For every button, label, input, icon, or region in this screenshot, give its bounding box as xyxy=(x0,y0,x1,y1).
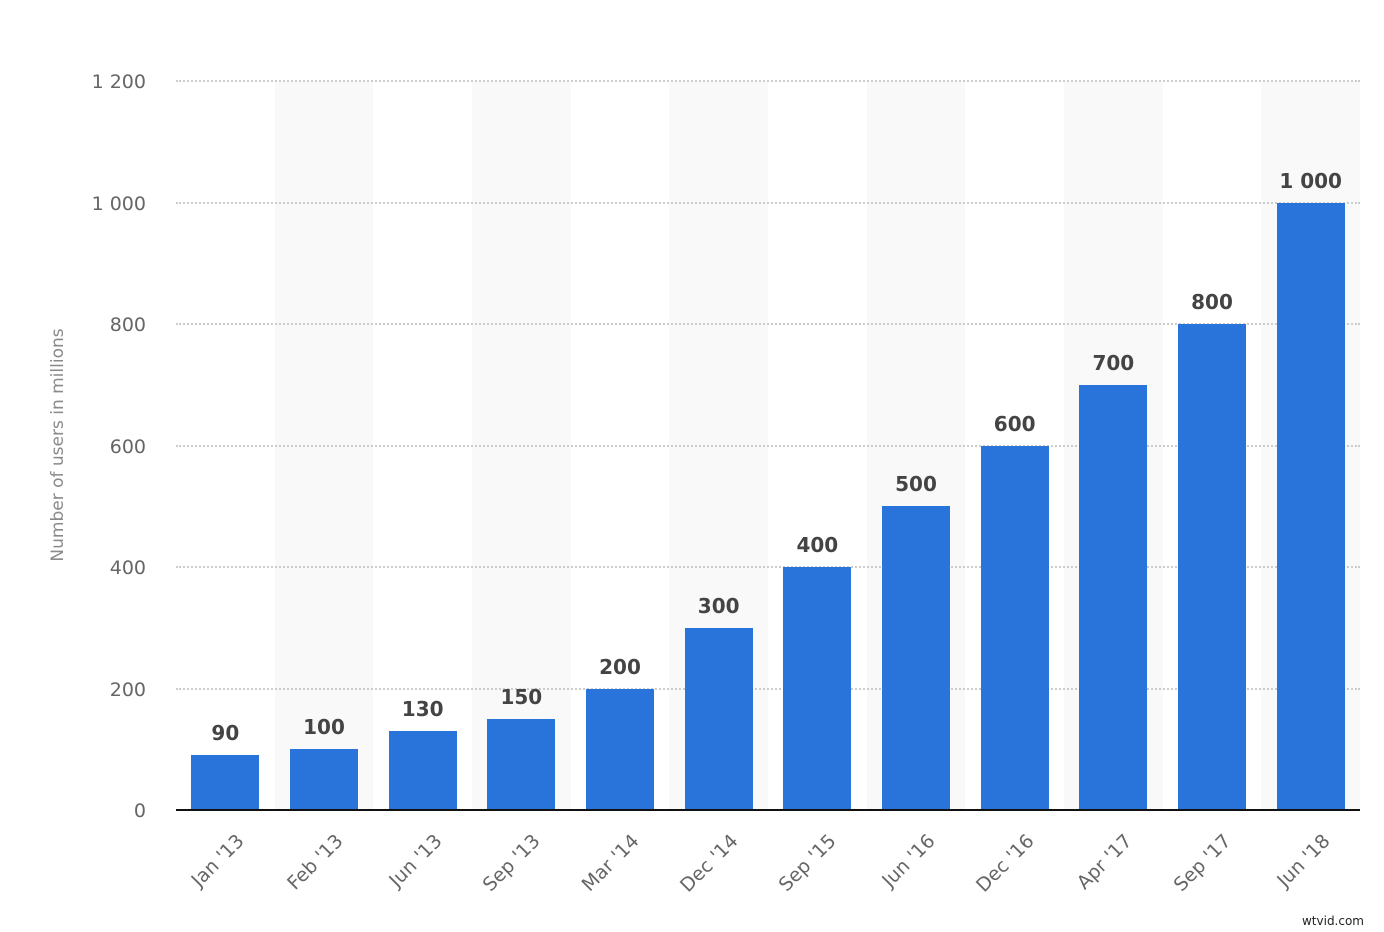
x-tick-label: Apr '17 xyxy=(1073,830,1137,894)
x-tick-label: Feb '13 xyxy=(283,830,348,895)
value-label: 90 xyxy=(211,721,240,746)
bar xyxy=(586,688,654,810)
value-label: 600 xyxy=(993,411,1036,436)
x-tick-label: Jun '18 xyxy=(1272,830,1335,892)
bar xyxy=(1276,202,1345,810)
x-tick-label: Dec '16 xyxy=(971,830,1039,897)
y-tick-label: 1 200 xyxy=(91,71,146,93)
y-tick-label: 600 xyxy=(109,435,146,458)
value-label: 700 xyxy=(1092,350,1135,375)
bar xyxy=(191,755,260,810)
gridline xyxy=(176,566,1360,568)
bar xyxy=(487,718,556,810)
gridline xyxy=(176,444,1360,447)
value-label: 800 xyxy=(1191,290,1233,314)
y-tick-label: 1 000 xyxy=(91,192,146,215)
gridline xyxy=(176,323,1360,325)
value-label: 150 xyxy=(500,684,543,709)
x-tick-label: Mar '14 xyxy=(577,830,644,896)
value-label: 130 xyxy=(401,697,444,722)
value-label: 200 xyxy=(599,654,641,679)
bar xyxy=(882,506,950,810)
y-tick-label: 200 xyxy=(109,678,146,701)
x-tick-label: Jan '13 xyxy=(187,830,249,892)
bar xyxy=(980,445,1049,810)
bar xyxy=(1079,384,1148,810)
x-tick-label: Jun '16 xyxy=(877,830,940,892)
value-label: 100 xyxy=(303,715,345,740)
x-tick-label: Sep '17 xyxy=(1169,830,1236,896)
x-tick-label: Dec '14 xyxy=(675,830,743,897)
watermark: wtvid.com xyxy=(1301,914,1364,928)
bar xyxy=(388,731,457,810)
y-tick-label: 400 xyxy=(109,557,146,579)
value-label: 400 xyxy=(796,533,839,557)
bar xyxy=(684,627,753,810)
x-axis-line xyxy=(176,809,1360,811)
bar xyxy=(783,567,852,810)
y-axis-label: Number of users in millions xyxy=(48,328,68,562)
value-label: 1 000 xyxy=(1279,168,1342,193)
value-label: 300 xyxy=(697,593,740,618)
bar xyxy=(1178,324,1246,810)
y-tick-label: 800 xyxy=(109,314,146,336)
x-tick-label: Sep '13 xyxy=(478,830,545,896)
gridline xyxy=(176,201,1360,204)
value-label: 500 xyxy=(895,472,937,497)
gridline xyxy=(176,687,1360,690)
bar xyxy=(290,749,358,810)
gridline xyxy=(176,80,1360,82)
x-tick-label: Jun '13 xyxy=(384,830,447,892)
y-tick-label: 0 xyxy=(133,800,146,822)
x-tick-label: Sep '15 xyxy=(774,830,841,896)
